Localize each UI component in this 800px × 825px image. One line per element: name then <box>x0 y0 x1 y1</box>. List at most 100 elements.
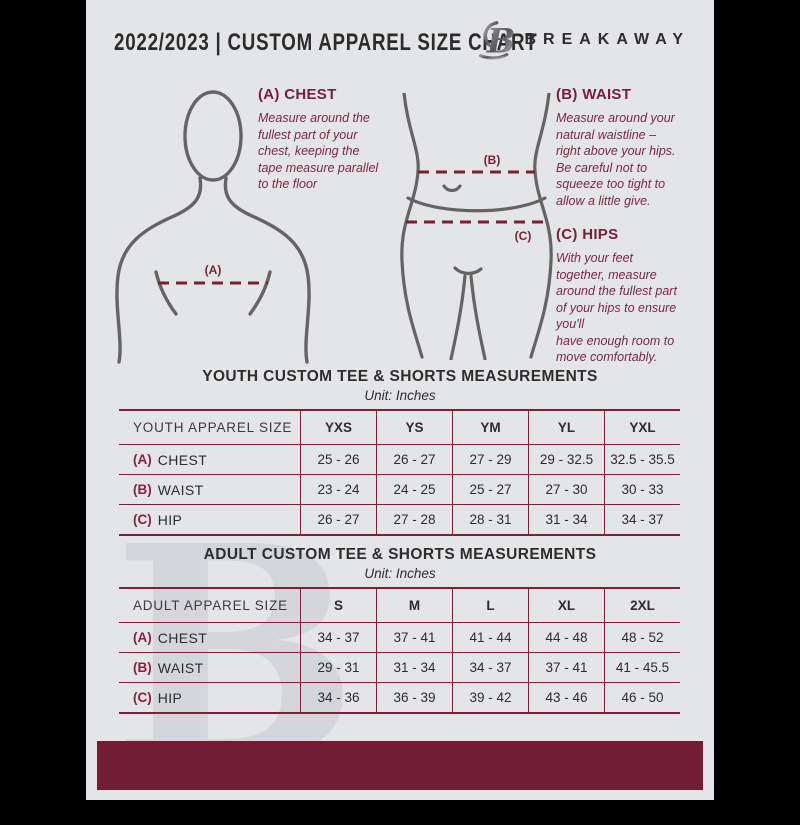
chest-instruction: (A) CHEST Measure around the fullest par… <box>258 86 418 193</box>
adult-table-cell: 29 - 31 <box>300 652 376 682</box>
adult-table-cell: 37 - 41 <box>528 652 604 682</box>
youth-table-cell: 23 - 24 <box>300 474 376 504</box>
adult-section-header: ADULT CUSTOM TEE & SHORTS MEASUREMENTS U… <box>86 546 714 581</box>
youth-table-header-cell: YS <box>376 411 452 444</box>
hips-instruction-heading: (C) HIPS <box>556 226 619 243</box>
youth-table-row-label: (C) HIP <box>119 504 300 534</box>
row-name: HIP <box>157 689 183 706</box>
adult-table-row-label: (C) HIP <box>119 682 300 712</box>
youth-section-title: YOUTH CUSTOM TEE & SHORTS MEASUREMENTS <box>202 368 598 385</box>
chest-instruction-heading: (A) CHEST <box>258 86 337 103</box>
adult-table-cell: 34 - 37 <box>300 622 376 652</box>
adult-table-header-cell: L <box>452 589 528 622</box>
youth-table-cell: 26 - 27 <box>300 504 376 534</box>
chest-instruction-body: Measure around the fullest part of your … <box>258 111 379 191</box>
adult-table-cell: 36 - 39 <box>376 682 452 712</box>
hip-crease-line <box>406 196 547 213</box>
youth-section-header: YOUTH CUSTOM TEE & SHORTS MEASUREMENTS U… <box>86 368 714 403</box>
adult-table-row-label: (A) CHEST <box>119 622 300 652</box>
hips-instruction-body: With your feet together, measure around … <box>556 251 677 364</box>
adult-table-cell: 43 - 46 <box>528 682 604 712</box>
youth-size-table: YOUTH APPAREL SIZE YXS YS YM YL YXL (A) … <box>119 409 680 536</box>
adult-table-cell: 31 - 34 <box>376 652 452 682</box>
row-letter: (A) <box>133 630 152 645</box>
adult-table-cell: 39 - 42 <box>452 682 528 712</box>
adult-table-row-label: (B) WAIST <box>119 652 300 682</box>
right-shoulder-arm-line <box>223 176 311 364</box>
youth-table-cell: 26 - 27 <box>376 444 452 474</box>
right-torso-line <box>529 93 553 359</box>
adult-section-unit: Unit: Inches <box>364 566 436 581</box>
youth-table-header-cell: YL <box>528 411 604 444</box>
left-inner-leg-line <box>449 274 467 360</box>
head-outline <box>183 90 243 182</box>
upper-body-figure: (A) <box>115 90 311 364</box>
adult-table-header-cell: XL <box>528 589 604 622</box>
youth-table-cell: 29 - 32.5 <box>528 444 604 474</box>
adult-table-cell: 34 - 37 <box>452 652 528 682</box>
row-letter: (B) <box>133 482 152 497</box>
adult-table-cell: 41 - 44 <box>452 622 528 652</box>
waist-instruction-body: Measure around your natural waistline – … <box>556 111 676 208</box>
youth-table-cell: 28 - 31 <box>452 504 528 534</box>
page-title: 2022/2023 | CUSTOM APPAREL SIZE CHART <box>114 29 538 56</box>
row-letter: (A) <box>133 452 152 467</box>
right-armpit-line <box>248 270 272 316</box>
adult-table-cell: 46 - 50 <box>604 682 680 712</box>
youth-table-header-cell: YXS <box>300 411 376 444</box>
youth-table-header-cell: YM <box>452 411 528 444</box>
youth-table-cell: 27 - 28 <box>376 504 452 534</box>
adult-table-cell: 41 - 45.5 <box>604 652 680 682</box>
adult-table-cell: 37 - 41 <box>376 622 452 652</box>
youth-table-cell: 24 - 25 <box>376 474 452 504</box>
adult-section-title: ADULT CUSTOM TEE & SHORTS MEASUREMENTS <box>203 546 597 563</box>
adult-size-table: ADULT APPAREL SIZE S M L XL 2XL (A) CHES… <box>119 587 680 714</box>
chest-line-label: (A) <box>205 263 222 277</box>
left-torso-line <box>400 93 424 359</box>
right-inner-leg-line <box>469 274 487 360</box>
footer-bar <box>97 741 703 790</box>
hips-instruction: (C) HIPS With your feet together, measur… <box>556 226 716 366</box>
lower-body-figure: (B) (C) <box>400 93 553 360</box>
adult-table-cell: 48 - 52 <box>604 622 680 652</box>
youth-table-row-label: (B) WAIST <box>119 474 300 504</box>
row-name: CHEST <box>157 451 208 468</box>
hip-line-label: (C) <box>515 229 532 243</box>
left-armpit-line <box>154 270 178 316</box>
svg-text:B: B <box>486 21 515 61</box>
row-name: WAIST <box>157 659 204 676</box>
brand-logo: B BREAKAWAY <box>475 18 690 62</box>
navel-line <box>442 184 462 193</box>
row-letter: (C) <box>133 690 152 705</box>
size-chart-page: B 2022/2023 | CUSTOM APPAREL SIZE CHART … <box>86 0 714 800</box>
adult-table-header-cell: M <box>376 589 452 622</box>
youth-section-unit: Unit: Inches <box>364 388 436 403</box>
waist-instruction: (B) WAIST Measure around your natural wa… <box>556 86 716 209</box>
waist-instruction-heading: (B) WAIST <box>556 86 632 103</box>
youth-table-cell: 27 - 29 <box>452 444 528 474</box>
youth-table-row-label: (A) CHEST <box>119 444 300 474</box>
youth-table-cell: 27 - 30 <box>528 474 604 504</box>
waist-line-label: (B) <box>484 153 501 167</box>
breakaway-logo-icon: B <box>479 21 515 61</box>
youth-table-cell: 32.5 - 35.5 <box>604 444 680 474</box>
adult-table-header-cell: S <box>300 589 376 622</box>
row-letter: (C) <box>133 512 152 527</box>
adult-table-cell: 34 - 36 <box>300 682 376 712</box>
youth-table-cell: 25 - 26 <box>300 444 376 474</box>
left-shoulder-arm-line <box>115 176 203 364</box>
adult-table-header-cell: ADULT APPAREL SIZE <box>133 598 288 613</box>
youth-table-cell: 25 - 27 <box>452 474 528 504</box>
row-letter: (B) <box>133 660 152 675</box>
row-name: CHEST <box>157 629 208 646</box>
youth-table-cell: 34 - 37 <box>604 504 680 534</box>
youth-table-cell: 30 - 33 <box>604 474 680 504</box>
youth-table-cell: 31 - 34 <box>528 504 604 534</box>
crotch-line <box>453 266 483 275</box>
adult-table-cell: 44 - 48 <box>528 622 604 652</box>
row-name: WAIST <box>157 481 204 498</box>
youth-table-header-cell: YXL <box>604 411 680 444</box>
row-name: HIP <box>157 511 183 528</box>
youth-table-header-cell: YOUTH APPAREL SIZE <box>133 420 293 435</box>
adult-table-header-cell: 2XL <box>604 589 680 622</box>
